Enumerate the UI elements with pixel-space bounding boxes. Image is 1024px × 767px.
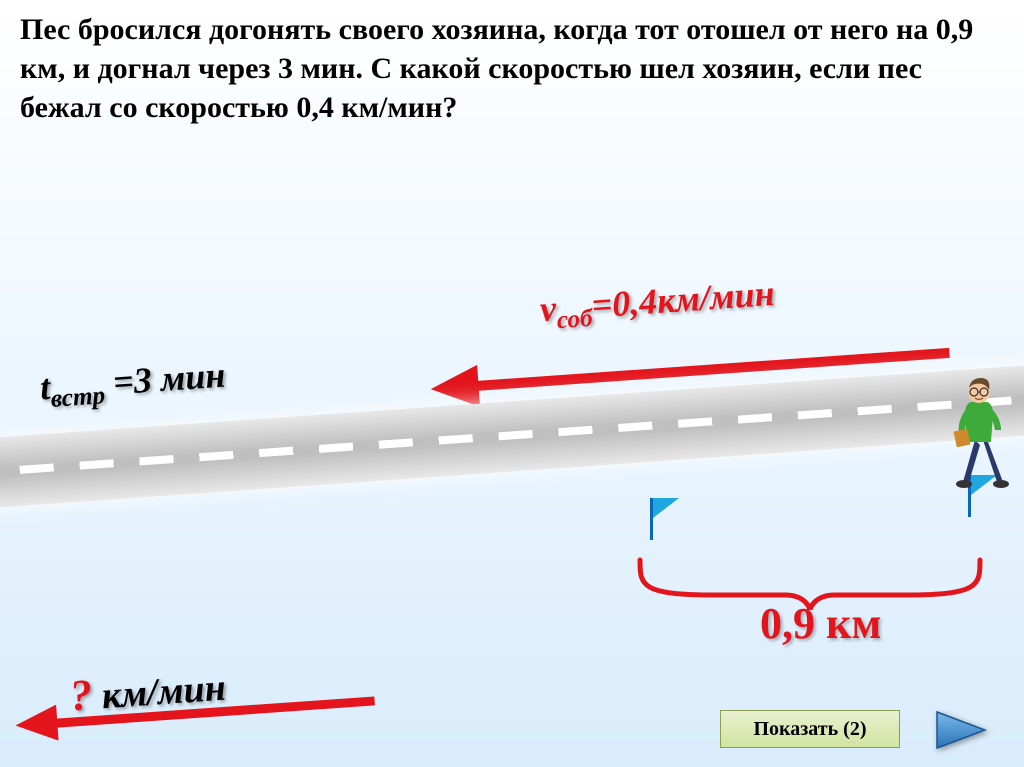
distance-label: 0,9 км — [760, 598, 881, 649]
v-sub: соб — [556, 305, 594, 334]
formula-t-vstr: tвстр =3 мин — [39, 354, 227, 415]
show-button-label: Показать (2) — [753, 718, 866, 741]
arrow-shaft — [51, 696, 375, 728]
v-prefix: v — [539, 288, 558, 329]
walker-icon — [945, 370, 1015, 490]
flag-icon — [653, 498, 679, 518]
problem-text: Пес бросился догонять своего хозяина, ко… — [20, 10, 980, 127]
v-eq: =0,4км/мин — [590, 273, 775, 326]
t-eq: =3 мин — [103, 355, 227, 403]
next-button[interactable] — [935, 710, 987, 750]
t-sub: встр — [50, 382, 106, 413]
show-button[interactable]: Показать (2) — [720, 710, 900, 748]
formula-v-sob: vсоб=0,4км/мин — [539, 272, 777, 336]
arrow-head-icon — [14, 705, 58, 744]
